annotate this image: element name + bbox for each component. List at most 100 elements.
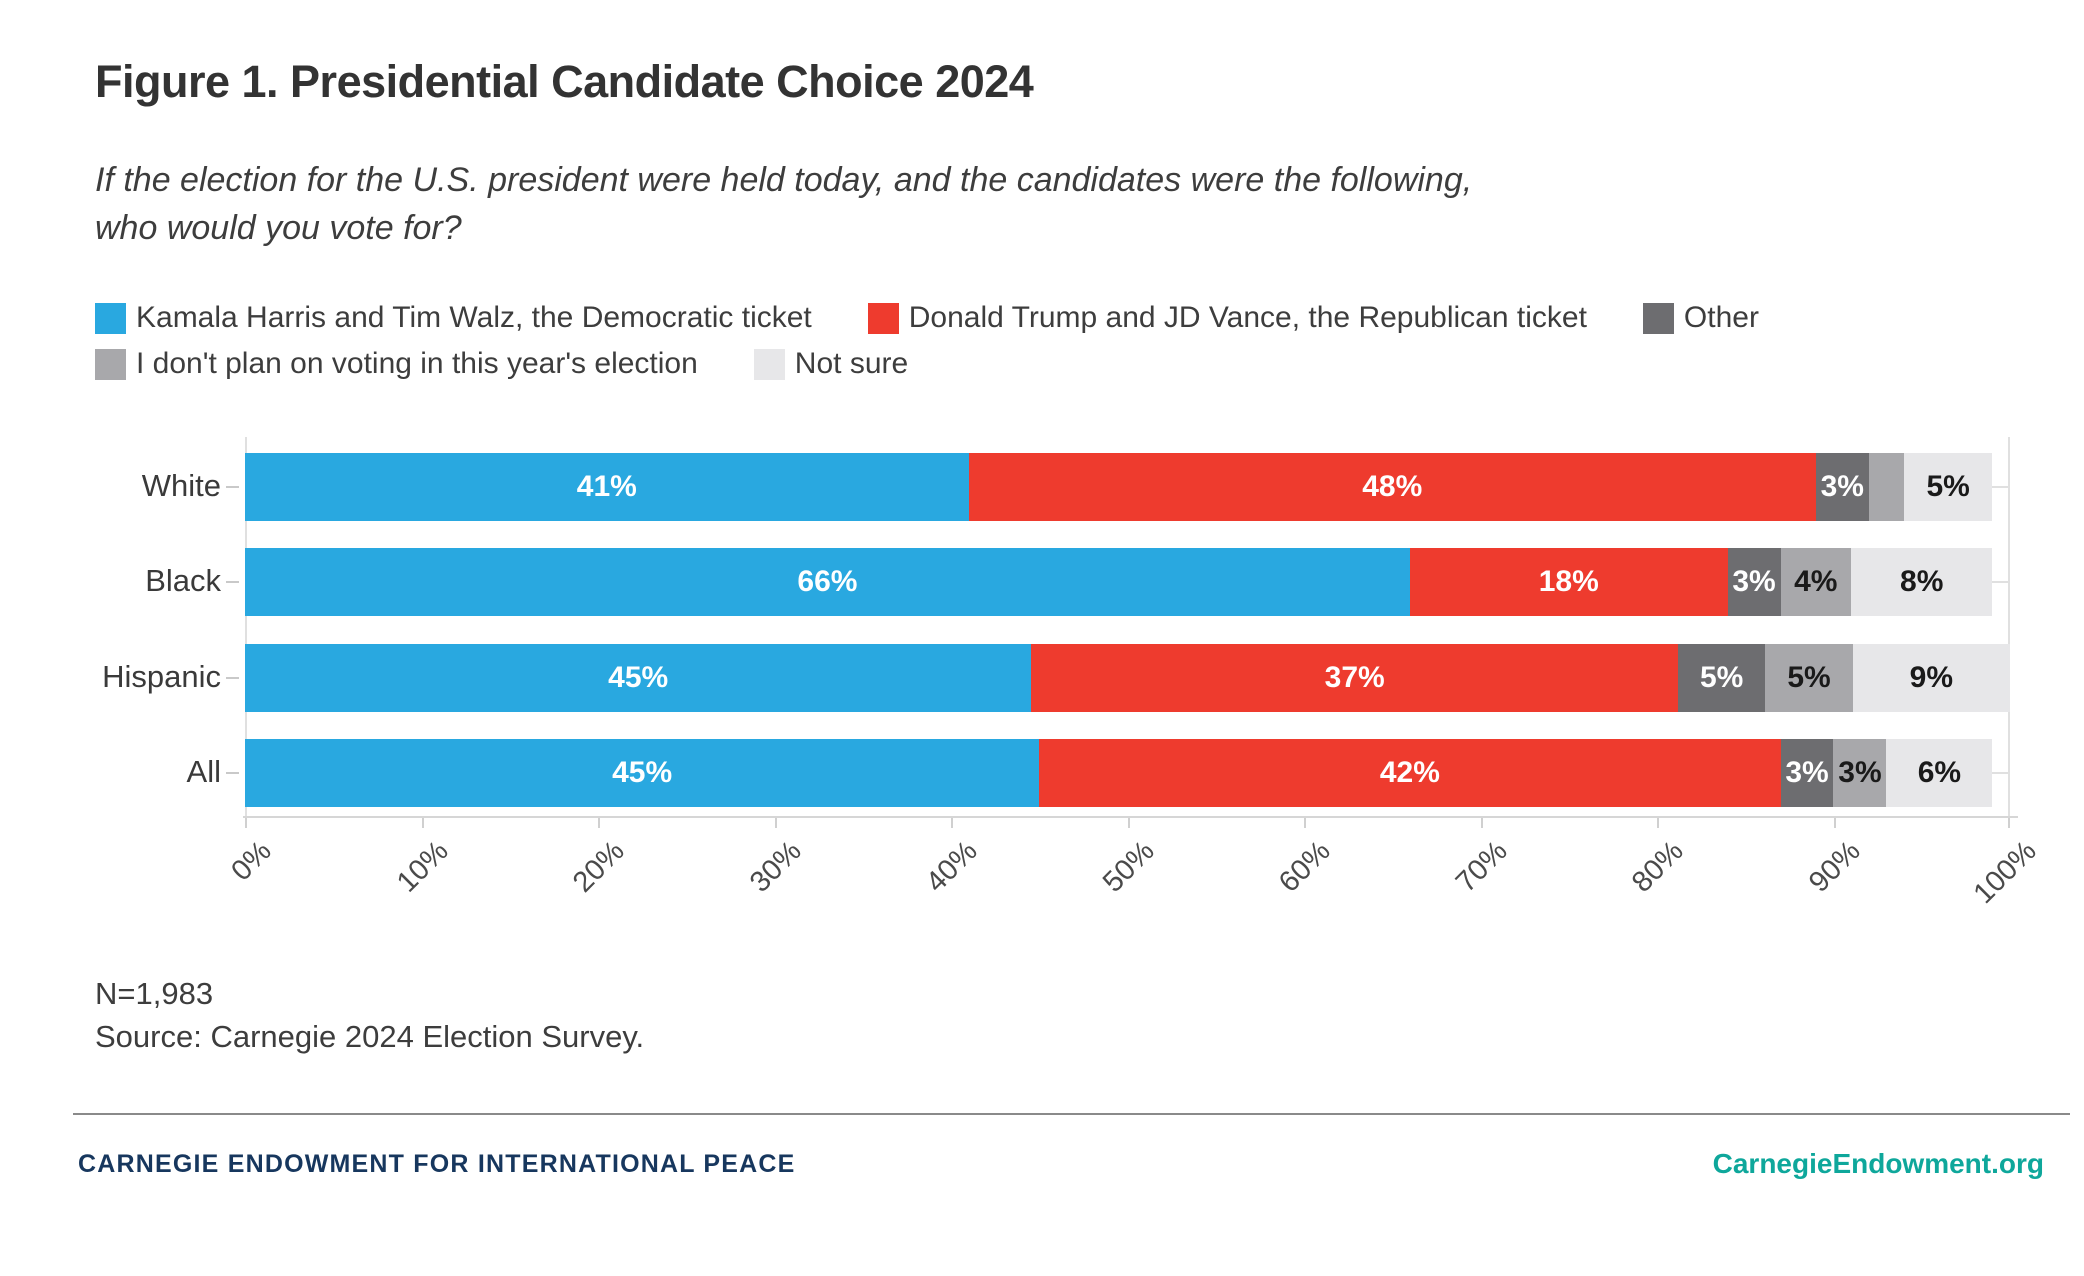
- bar-value-label: 5%: [1787, 661, 1831, 694]
- legend-item: Not sure: [753, 347, 909, 381]
- footer-organization-name: CARNEGIE ENDOWMENT FOR INTERNATIONAL PEA…: [78, 1150, 796, 1178]
- x-axis-tick-label: 100%: [1967, 835, 2043, 911]
- legend-item: Other: [1642, 301, 1759, 335]
- bar-segment: 8%: [1851, 548, 1993, 616]
- row-gridline-stub: [1992, 772, 2010, 774]
- x-axis-tick-label: 30%: [743, 835, 808, 899]
- figure-subtitle: If the election for the U.S. president w…: [95, 156, 1472, 252]
- bar-value-label: 45%: [612, 756, 673, 789]
- bar-value-label: 5%: [1926, 470, 1970, 503]
- legend-row-2: I don't plan on voting in this year's el…: [95, 347, 908, 381]
- x-axis-tick-label: 70%: [1449, 835, 1514, 899]
- source-note: Source: Carnegie 2024 Election Survey.: [95, 1019, 645, 1054]
- legend-label: Donald Trump and JD Vance, the Republica…: [908, 301, 1587, 334]
- bar-value-label: 6%: [1917, 756, 1962, 789]
- legend-item: Kamala Harris and Tim Walz, the Democrat…: [95, 301, 812, 335]
- legend-label: Other: [1683, 301, 1759, 334]
- gridline-0-percent: [245, 437, 247, 817]
- x-axis-tick-label: 20%: [566, 835, 631, 899]
- x-axis-tick: [1657, 818, 1659, 828]
- stacked-bar-all: 45% 42% 3% 3% 6%: [245, 739, 2010, 807]
- bar-segment: 3%: [1815, 453, 1869, 521]
- bar-segment: [1868, 453, 1905, 521]
- x-axis-tick: [2008, 818, 2010, 828]
- legend-label: Not sure: [794, 347, 909, 380]
- x-axis-tick-label: 90%: [1802, 835, 1867, 899]
- stacked-bar-black: 66% 18% 3% 4% 8%: [245, 548, 2010, 616]
- legend-label: Kamala Harris and Tim Walz, the Democrat…: [136, 301, 812, 334]
- bar-segment: 66%: [245, 548, 1410, 616]
- bar-value-label: 41%: [576, 470, 637, 503]
- legend-item: I don't plan on voting in this year's el…: [95, 347, 698, 381]
- x-axis-tick-label: 10%: [390, 835, 455, 899]
- figure-title: Figure 1. Presidential Candidate Choice …: [95, 56, 1034, 107]
- bar-segment: 45%: [245, 644, 1032, 712]
- gridline-100-percent: [2008, 437, 2010, 817]
- bar-value-label: 66%: [797, 565, 858, 598]
- category-label-black: Black: [145, 563, 221, 598]
- legend-swatch-icon: [867, 302, 899, 334]
- bar-segment: 9%: [1852, 644, 2010, 712]
- bar-value-label: 3%: [1785, 756, 1829, 789]
- plot-area: 41% 48% 3% 5% White 66% 18% 3% 4% 8% Black 45% 37% 5%…: [102, 437, 2043, 910]
- row-gridline-stub: [1992, 581, 2010, 583]
- x-axis-tick-label: 60%: [1272, 835, 1337, 899]
- bar-segment: 4%: [1780, 548, 1852, 616]
- x-axis-tick-label: 80%: [1625, 835, 1690, 899]
- bar-segment: 48%: [968, 453, 1816, 521]
- category-label-all: All: [186, 754, 221, 789]
- y-axis-tick: [226, 581, 239, 583]
- legend-swatch-icon: [753, 348, 785, 380]
- x-axis-tick-label: 0%: [225, 835, 278, 888]
- legend-item: Donald Trump and JD Vance, the Republica…: [867, 301, 1587, 335]
- category-label-hispanic: Hispanic: [102, 659, 221, 694]
- bar-segment: 41%: [245, 453, 969, 521]
- bar-segment: 3%: [1780, 739, 1834, 807]
- x-axis-tick-label: 40%: [919, 835, 984, 899]
- x-axis-tick: [774, 818, 777, 828]
- bar-value-label: 5%: [1699, 661, 1744, 694]
- stacked-bar-hispanic: 45% 37% 5% 5% 9%: [245, 644, 2010, 712]
- x-axis-tick: [1833, 818, 1836, 828]
- bar-segment: 5%: [1677, 644, 1766, 712]
- y-axis-tick: [226, 772, 239, 774]
- row-gridline-stub: [1992, 486, 2010, 488]
- bar-value-label: 8%: [1900, 565, 1944, 598]
- x-axis-line: [243, 816, 2018, 818]
- bar-value-label: 3%: [1732, 565, 1776, 598]
- subtitle-line-2: who would you vote for?: [95, 209, 462, 247]
- bar-segment: 5%: [1904, 453, 1993, 521]
- legend-swatch-icon: [95, 348, 126, 380]
- bar-value-label: 42%: [1379, 756, 1440, 789]
- x-axis-tick-label: 50%: [1096, 835, 1161, 899]
- stacked-bar-white: 41% 48% 3% 5%: [245, 453, 2010, 521]
- y-axis-tick: [226, 677, 239, 679]
- footer-divider: [73, 1113, 2070, 1115]
- x-axis-tick: [1304, 818, 1306, 828]
- bar-segment: 5%: [1765, 644, 1853, 712]
- legend-row-1: Kamala Harris and Tim Walz, the Democrat…: [95, 301, 1759, 335]
- legend-swatch-icon: [1642, 302, 1674, 334]
- bar-segment: 42%: [1039, 739, 1781, 807]
- bar-value-label: 18%: [1538, 565, 1599, 598]
- x-axis-tick: [598, 818, 600, 828]
- bar-value-label: 3%: [1820, 470, 1864, 503]
- x-axis-tick: [421, 818, 424, 828]
- x-axis-tick: [951, 818, 953, 828]
- legend-swatch-icon: [95, 302, 126, 334]
- bar-value-label: 4%: [1794, 565, 1838, 598]
- bar-segment: 45%: [245, 739, 1040, 807]
- bar-segment: 3%: [1727, 548, 1781, 616]
- bar-segment: 6%: [1886, 739, 1993, 807]
- subtitle-line-1: If the election for the U.S. president w…: [95, 161, 1473, 199]
- bar-segment: 3%: [1833, 739, 1887, 807]
- x-axis-tick: [1127, 818, 1130, 828]
- bar-value-label: 3%: [1838, 756, 1882, 789]
- x-axis-tick: [1480, 818, 1483, 828]
- category-label-white: White: [141, 468, 221, 503]
- legend-label: I don't plan on voting in this year's el…: [136, 347, 698, 380]
- footer-website-link[interactable]: CarnegieEndowment.org: [1712, 1148, 2044, 1179]
- bar-segment: 37%: [1031, 644, 1678, 712]
- y-axis-tick: [226, 486, 239, 488]
